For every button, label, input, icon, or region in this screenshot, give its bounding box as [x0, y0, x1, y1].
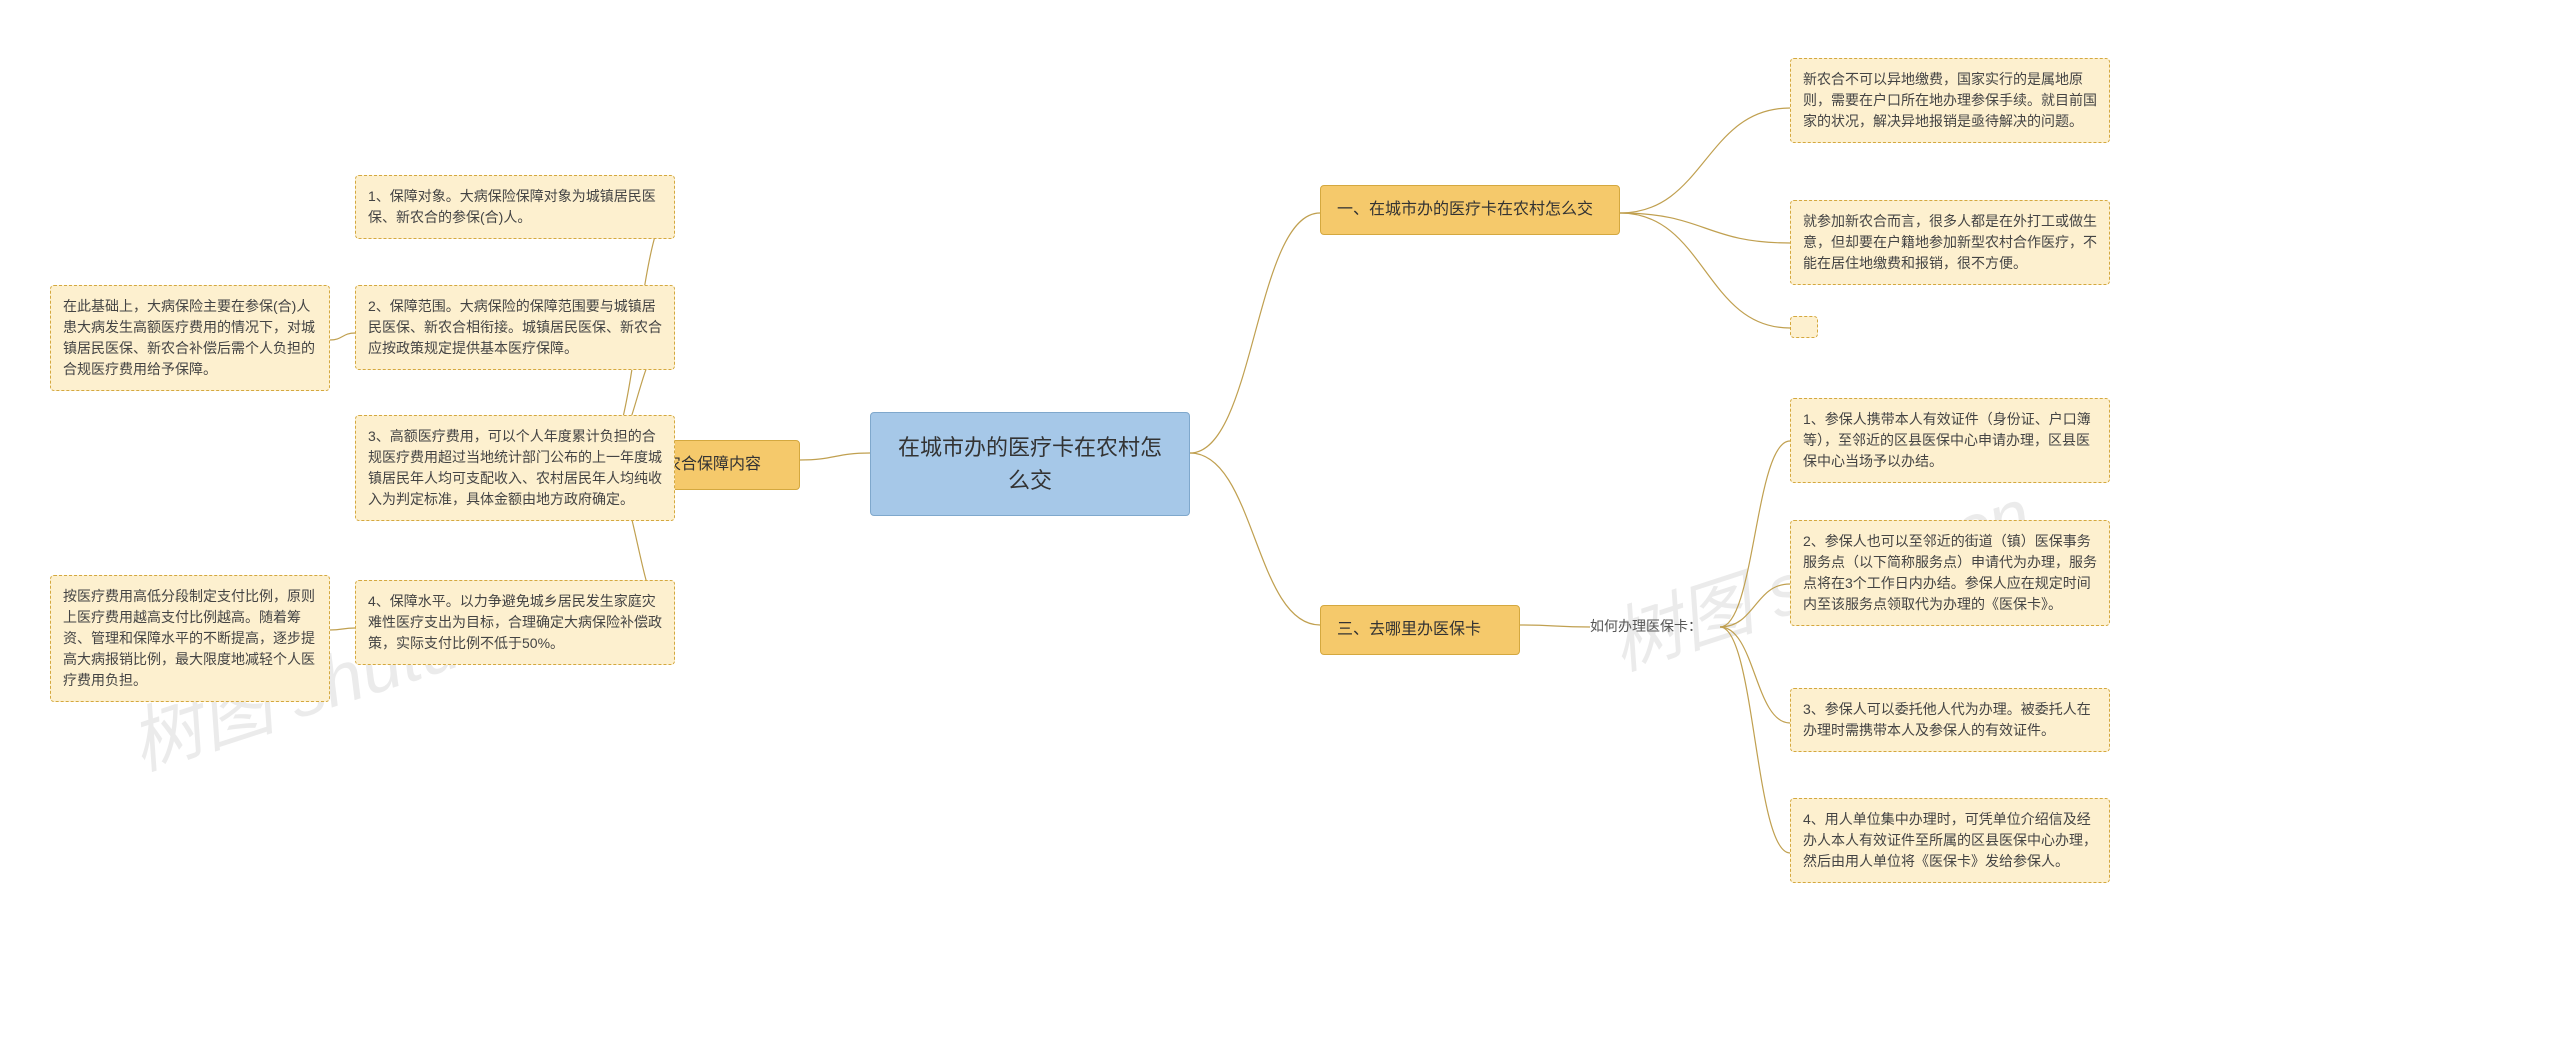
leaf-b2-4a: 按医疗费用高低分段制定支付比例，原则上医疗费用越高支付比例越高。随着筹资、管理和…: [50, 575, 330, 702]
leaf-b3-4: 4、用人单位集中办理时，可凭单位介绍信及经办人本人有效证件至所属的区县医保中心办…: [1790, 798, 2110, 883]
leaf-b3-1: 1、参保人携带本人有效证件（身份证、户口簿等），至邻近的区县医保中心申请办理，区…: [1790, 398, 2110, 483]
leaf-b2-2: 2、保障范围。大病保险的保障范围要与城镇居民医保、新农合相衔接。城镇居民医保、新…: [355, 285, 675, 370]
branch-3-sublabel: 如何办理医保卡：: [1590, 616, 1702, 636]
root-node: 在城市办的医疗卡在农村怎么交: [870, 412, 1190, 516]
branch-3: 三、去哪里办医保卡: [1320, 605, 1520, 655]
leaf-b2-1: 1、保障对象。大病保险保障对象为城镇居民医保、新农合的参保(合)人。: [355, 175, 675, 239]
leaf-b1-2: 就参加新农合而言，很多人都是在外打工或做生意，但却要在户籍地参加新型农村合作医疗…: [1790, 200, 2110, 285]
connector-layer: [0, 0, 2560, 1043]
leaf-b3-3: 3、参保人可以委托他人代为办理。被委托人在办理时需携带本人及参保人的有效证件。: [1790, 688, 2110, 752]
leaf-b1-3: [1790, 316, 1818, 338]
leaf-b1-1: 新农合不可以异地缴费，国家实行的是属地原则，需要在户口所在地办理参保手续。就目前…: [1790, 58, 2110, 143]
leaf-b2-2a: 在此基础上，大病保险主要在参保(合)人患大病发生高额医疗费用的情况下，对城镇居民…: [50, 285, 330, 391]
leaf-b2-3: 3、高额医疗费用，可以个人年度累计负担的合规医疗费用超过当地统计部门公布的上一年…: [355, 415, 675, 521]
leaf-b2-4: 4、保障水平。以力争避免城乡居民发生家庭灾难性医疗支出为目标，合理确定大病保险补…: [355, 580, 675, 665]
leaf-b3-2: 2、参保人也可以至邻近的街道（镇）医保事务服务点（以下简称服务点）申请代为办理，…: [1790, 520, 2110, 626]
branch-1: 一、在城市办的医疗卡在农村怎么交: [1320, 185, 1620, 235]
